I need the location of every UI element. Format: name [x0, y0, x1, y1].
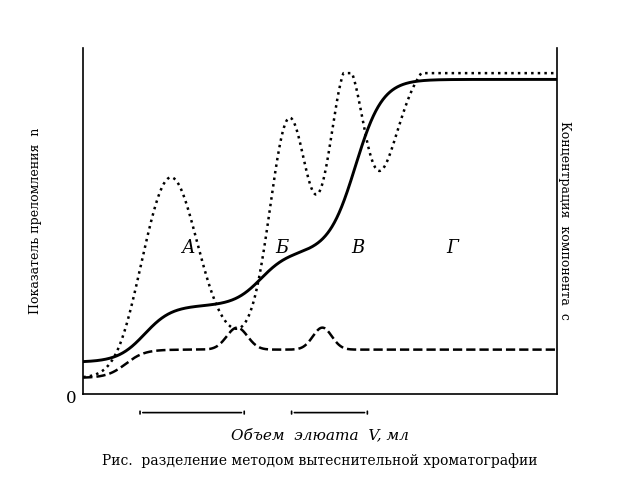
Text: 0: 0 — [66, 390, 77, 408]
Text: Показатель преломления  n: Показатель преломления n — [29, 128, 42, 314]
Text: В: В — [351, 240, 365, 257]
Text: Рис.  разделение методом вытеснительной хроматографии: Рис. разделение методом вытеснительной х… — [102, 454, 538, 468]
Y-axis label: Концентрация  компонента  с: Концентрация компонента с — [557, 121, 571, 320]
Text: А: А — [180, 240, 194, 257]
Text: Г: Г — [447, 240, 458, 257]
Text: Б: Б — [275, 240, 289, 257]
Text: Объем  элюата  V, мл: Объем элюата V, мл — [231, 428, 409, 442]
